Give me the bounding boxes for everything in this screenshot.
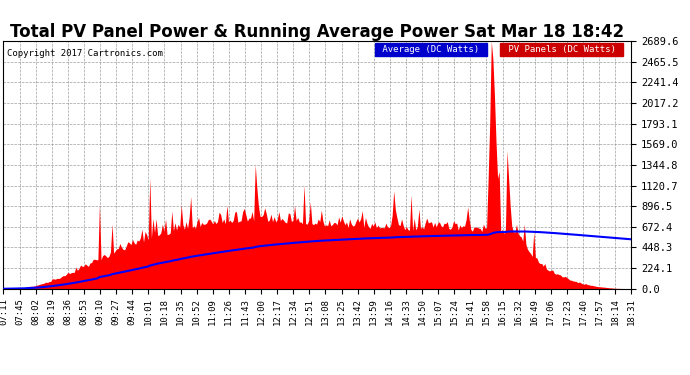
Text: Copyright 2017 Cartronics.com: Copyright 2017 Cartronics.com bbox=[7, 49, 162, 58]
Text: Average (DC Watts): Average (DC Watts) bbox=[377, 45, 484, 54]
Title: Total PV Panel Power & Running Average Power Sat Mar 18 18:42: Total PV Panel Power & Running Average P… bbox=[10, 23, 624, 41]
Text: PV Panels (DC Watts): PV Panels (DC Watts) bbox=[502, 45, 621, 54]
